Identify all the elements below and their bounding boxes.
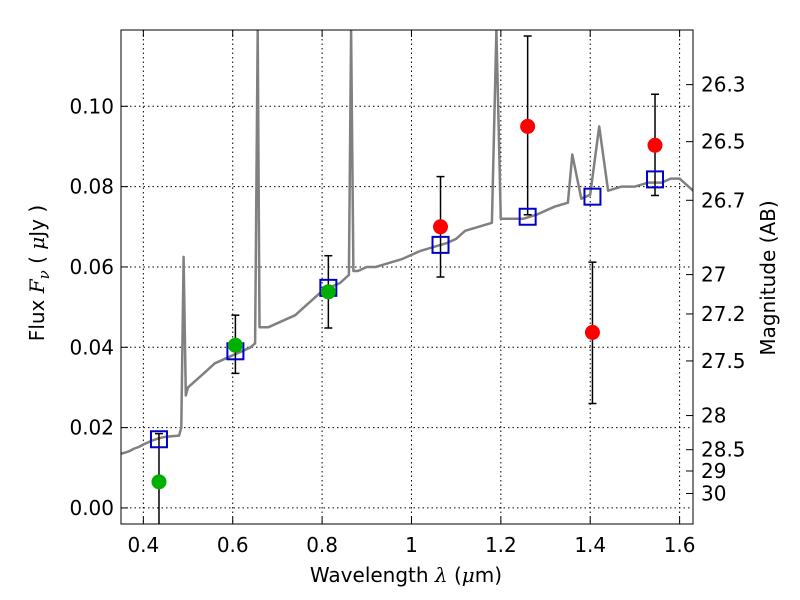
- y-axis-label-part: Flux: [25, 293, 49, 341]
- error-bars: [154, 35, 660, 524]
- red-data-point: [520, 118, 536, 134]
- y2-tick-label: 30: [701, 481, 726, 505]
- x-axis-label-part: λ: [434, 563, 448, 587]
- y2-tick-label: 26.3: [701, 73, 746, 97]
- x-tick-label: 1.6: [664, 533, 696, 557]
- y2-tick-label: 29: [701, 459, 726, 483]
- red-data-point: [433, 219, 449, 235]
- x-axis-label-text: Wavelength λ (μm): [310, 563, 502, 587]
- y-tick-label: 0.00: [69, 496, 114, 520]
- x-tick-label: 1: [405, 533, 418, 557]
- y-axis-label-part: μ: [25, 237, 49, 250]
- y-axis-label-part: F: [25, 278, 49, 294]
- y2-tick-label: 26.7: [701, 188, 746, 212]
- y2-tick-label: 28.5: [701, 438, 746, 462]
- y-axis-label-part: ν: [35, 270, 53, 279]
- y-axis-label-part: Jy ): [25, 205, 49, 239]
- y2-tick-label: 26.5: [701, 130, 746, 154]
- model-square-marker: [518, 207, 537, 226]
- y2-tick-label: 28: [701, 404, 726, 428]
- model-square-marker: [149, 430, 168, 449]
- x-axis-label: Wavelength λ (μm): [310, 563, 502, 587]
- y2-tick-label: 27.5: [701, 349, 746, 373]
- x-tick-label: 0.6: [217, 533, 249, 557]
- spectrum-line: [121, 30, 693, 455]
- y-axis-label: Flux Fν ( μJy ): [25, 205, 53, 341]
- data-markers: [149, 118, 665, 490]
- plot-frame: [120, 29, 694, 525]
- y-axis-label-part: (: [25, 250, 49, 271]
- green-data-point: [320, 284, 336, 300]
- y-tick-label: 0.10: [69, 94, 114, 118]
- model-square-marker: [646, 170, 665, 189]
- y2-axis-label: Magnitude (AB): [756, 200, 780, 355]
- grid-lines: [121, 30, 693, 524]
- plot-data: [121, 30, 693, 524]
- x-tick-label: 1.4: [574, 533, 606, 557]
- green-data-point: [151, 474, 167, 490]
- x-axis-label-part: μ: [462, 563, 475, 587]
- y2-tick-label: 27: [701, 263, 726, 287]
- y-tick-label: 0.04: [69, 335, 114, 359]
- x-tick-label: 0.4: [127, 533, 159, 557]
- y2-tick-label: 27.2: [701, 302, 746, 326]
- y-tick-label: 0.08: [69, 175, 114, 199]
- model-square-marker: [583, 187, 602, 206]
- red-data-point: [584, 324, 600, 340]
- red-data-point: [647, 137, 663, 153]
- x-axis-label-part: m): [475, 563, 502, 587]
- model-square-marker: [431, 235, 450, 254]
- y-tick-label: 0.02: [69, 416, 114, 440]
- y-tick-label: 0.06: [69, 255, 114, 279]
- x-axis-label-part: (: [448, 563, 462, 587]
- axis-ticks: [121, 30, 693, 524]
- x-tick-label: 1.2: [485, 533, 517, 557]
- x-axis-label-part: Wavelength: [310, 563, 435, 587]
- tick-labels: 0.4 0.6 0.8 1 1.2 1.4 1.6 0.00 0.02 0.04 0.06 0.08 0…: [69, 73, 745, 557]
- x-tick-label: 0.8: [306, 533, 338, 557]
- green-data-point: [227, 337, 243, 353]
